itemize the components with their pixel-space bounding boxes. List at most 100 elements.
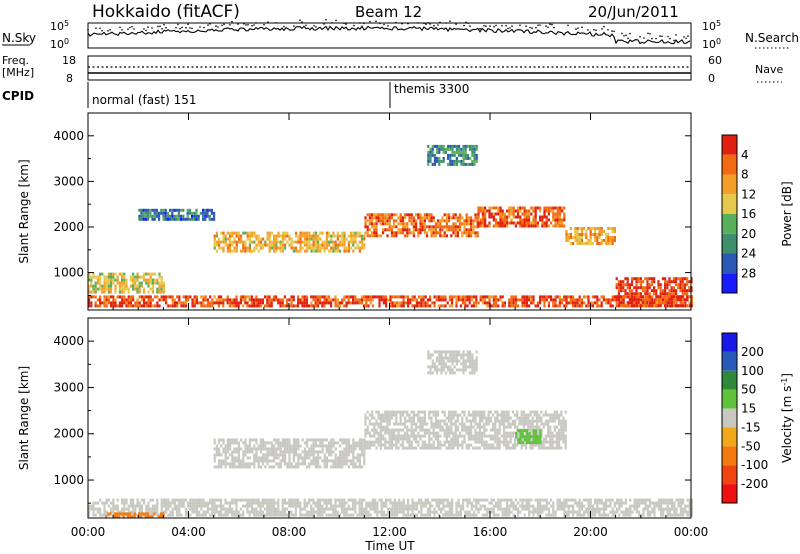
echo-cell <box>210 217 213 221</box>
echo-cell <box>386 216 389 220</box>
echo-cell <box>506 215 509 219</box>
nsearch-point <box>511 25 513 27</box>
echo-cell <box>178 301 181 305</box>
echo-cell <box>373 428 376 432</box>
echo-cell <box>499 498 502 502</box>
echo-cell <box>377 213 380 217</box>
echo-cell <box>281 243 284 247</box>
echo-cell <box>364 219 367 223</box>
echo-cell <box>407 507 410 511</box>
nsearch-point <box>601 28 603 30</box>
echo-cell <box>366 440 369 444</box>
echo-cell <box>686 510 689 514</box>
echo-cell <box>651 304 654 308</box>
echo-cell <box>596 295 599 299</box>
nsearch-point <box>179 27 181 30</box>
echo-cell <box>408 437 411 441</box>
echo-cell <box>129 298 132 302</box>
echo-cell <box>437 513 440 517</box>
nsearch-point <box>407 22 409 25</box>
echo-cell <box>323 459 326 463</box>
echo-cell <box>622 286 625 290</box>
echo-cell <box>379 446 382 450</box>
echo-cell <box>459 431 462 435</box>
echo-cell <box>664 304 667 308</box>
echo-cell <box>436 150 439 154</box>
echo-cell <box>228 501 231 505</box>
echo-cell <box>605 507 608 511</box>
echo-cell <box>257 501 260 505</box>
echo-cell <box>171 513 174 517</box>
echo-cell <box>488 212 491 216</box>
echo-cell <box>521 224 524 228</box>
echo-cell <box>602 239 605 242</box>
echo-cell <box>532 206 535 210</box>
echo-cell <box>650 301 653 305</box>
echo-cell <box>358 453 361 457</box>
echo-cell <box>339 243 342 247</box>
echo-cell <box>273 438 276 442</box>
echo-cell <box>204 304 207 308</box>
echo-cell <box>496 446 499 450</box>
echo-cell <box>496 443 499 447</box>
echo-cell <box>384 419 387 423</box>
echo-cell <box>379 419 382 423</box>
echo-cell <box>660 498 663 502</box>
echo-cell <box>523 504 526 508</box>
echo-cell <box>363 498 366 502</box>
echo-cell <box>275 240 278 244</box>
echo-cell <box>373 228 376 232</box>
echo-cell <box>373 443 376 447</box>
echo-cell <box>613 230 616 233</box>
echo-cell <box>284 237 287 241</box>
echo-cell <box>470 234 473 238</box>
echo-cell <box>688 501 691 505</box>
echo-cell <box>303 295 306 299</box>
echo-cell <box>415 301 418 305</box>
echo-cell <box>297 498 300 502</box>
echo-cell <box>149 278 152 282</box>
echo-cell <box>379 440 382 444</box>
colorbar-swatch-0 <box>722 135 737 155</box>
nsearch-point <box>667 35 669 38</box>
echo-cell <box>284 444 287 448</box>
echo-cell <box>270 231 273 235</box>
echo-cell <box>497 298 500 302</box>
echo-cell <box>481 431 484 435</box>
echo-cell <box>567 504 570 508</box>
echo-cell <box>316 298 319 302</box>
echo-cell <box>213 453 216 457</box>
nsky-tick-1e5-right: 105 <box>702 19 721 33</box>
echo-cell <box>165 301 168 305</box>
echo-cell <box>574 233 577 236</box>
echo-cell <box>186 211 189 215</box>
echo-cell <box>132 284 135 288</box>
echo-cell <box>103 281 106 285</box>
echo-cell <box>574 298 577 302</box>
echo-cell <box>545 206 548 210</box>
echo-cell <box>193 214 196 218</box>
echo-cell <box>410 446 413 450</box>
echo-band-0 <box>88 498 693 517</box>
echo-cell <box>447 153 450 157</box>
echo-cell <box>682 501 685 505</box>
echo-cell <box>497 212 500 216</box>
echo-cell <box>649 510 652 514</box>
echo-cell <box>250 501 253 505</box>
echo-cell <box>173 208 176 212</box>
echo-cell <box>140 214 143 218</box>
echo-cell <box>486 507 489 511</box>
echo-cell <box>503 221 506 225</box>
echo-cell <box>558 498 561 502</box>
echo-cell <box>664 286 667 290</box>
echo-cell <box>213 459 216 463</box>
echo-cell <box>378 298 381 302</box>
echo-cell <box>532 513 535 517</box>
echo-cell <box>118 281 121 285</box>
echo-cell <box>299 240 302 244</box>
echo-cell <box>470 513 473 517</box>
echo-cell <box>388 213 391 217</box>
echo-cell <box>374 504 377 508</box>
nsearch-point <box>501 25 503 27</box>
echo-cell <box>576 239 579 242</box>
